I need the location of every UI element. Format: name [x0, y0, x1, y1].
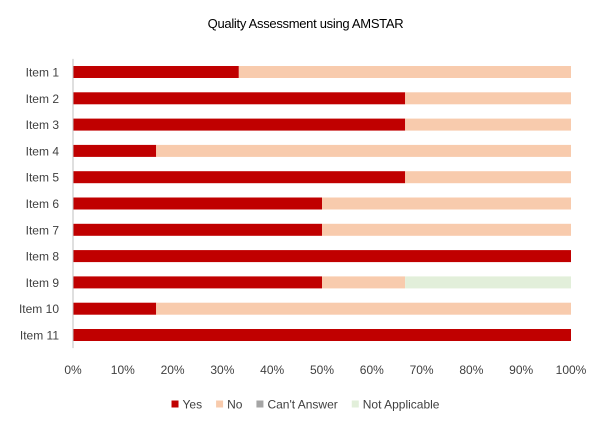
x-tick-label: 60% — [360, 363, 384, 377]
x-tick-label: 80% — [459, 363, 483, 377]
bar-no-item-6 — [322, 197, 571, 210]
category-label: Item 2 — [26, 92, 60, 106]
category-label: Item 4 — [26, 144, 60, 158]
category-label: Item 3 — [26, 118, 60, 132]
bar-not-applicable-item-9 — [405, 276, 571, 289]
x-tick-label: 0% — [64, 363, 82, 377]
bar-yes-item-11 — [73, 329, 571, 341]
chart-title: Quality Assessment using AMSTAR — [207, 16, 404, 31]
bar-yes-item-4 — [73, 144, 157, 157]
category-label: Item 5 — [26, 171, 60, 185]
legend-label-can-t-answer: Can't Answer — [267, 398, 337, 412]
bar-no-item-10 — [156, 302, 571, 315]
legend-swatch-can-t-answer — [256, 400, 264, 408]
legend-label-no: No — [227, 398, 243, 412]
bar-no-item-2 — [405, 92, 571, 105]
category-label: Item 7 — [26, 223, 60, 237]
bar-yes-item-8 — [73, 250, 571, 263]
x-tick-label: 90% — [509, 363, 533, 377]
bar-yes-item-9 — [73, 276, 322, 289]
bar-no-item-4 — [156, 144, 571, 157]
bar-yes-item-3 — [73, 118, 406, 131]
category-label: Item 1 — [26, 66, 60, 80]
bar-no-item-1 — [238, 66, 572, 78]
bar-no-item-3 — [405, 118, 571, 131]
x-tick-label: 40% — [260, 363, 284, 377]
x-tick-label: 20% — [161, 363, 185, 377]
bar-no-item-9 — [322, 276, 406, 289]
legend-swatch-yes — [171, 400, 179, 408]
legend-label-not-applicable: Not Applicable — [363, 398, 440, 412]
category-label: Item 8 — [26, 250, 60, 264]
bar-yes-item-2 — [73, 92, 406, 105]
bar-yes-item-5 — [73, 171, 406, 184]
category-label: Item 10 — [19, 302, 59, 316]
bar-yes-item-7 — [73, 223, 322, 236]
x-tick-label: 70% — [410, 363, 434, 377]
x-tick-label: 10% — [111, 363, 135, 377]
legend-swatch-no — [216, 400, 224, 408]
category-label: Item 6 — [26, 197, 60, 211]
bar-yes-item-6 — [73, 197, 322, 210]
x-tick-label: 30% — [210, 363, 234, 377]
bar-yes-item-1 — [73, 66, 239, 78]
bar-no-item-5 — [405, 171, 571, 184]
x-tick-label: 100% — [556, 363, 587, 377]
bar-yes-item-10 — [73, 302, 157, 315]
legend-swatch-not-applicable — [351, 400, 359, 408]
bar-no-item-7 — [322, 223, 571, 236]
category-label: Item 9 — [26, 276, 60, 290]
x-tick-label: 50% — [310, 363, 334, 377]
legend-label-yes: Yes — [183, 398, 203, 412]
category-label: Item 11 — [20, 329, 59, 343]
